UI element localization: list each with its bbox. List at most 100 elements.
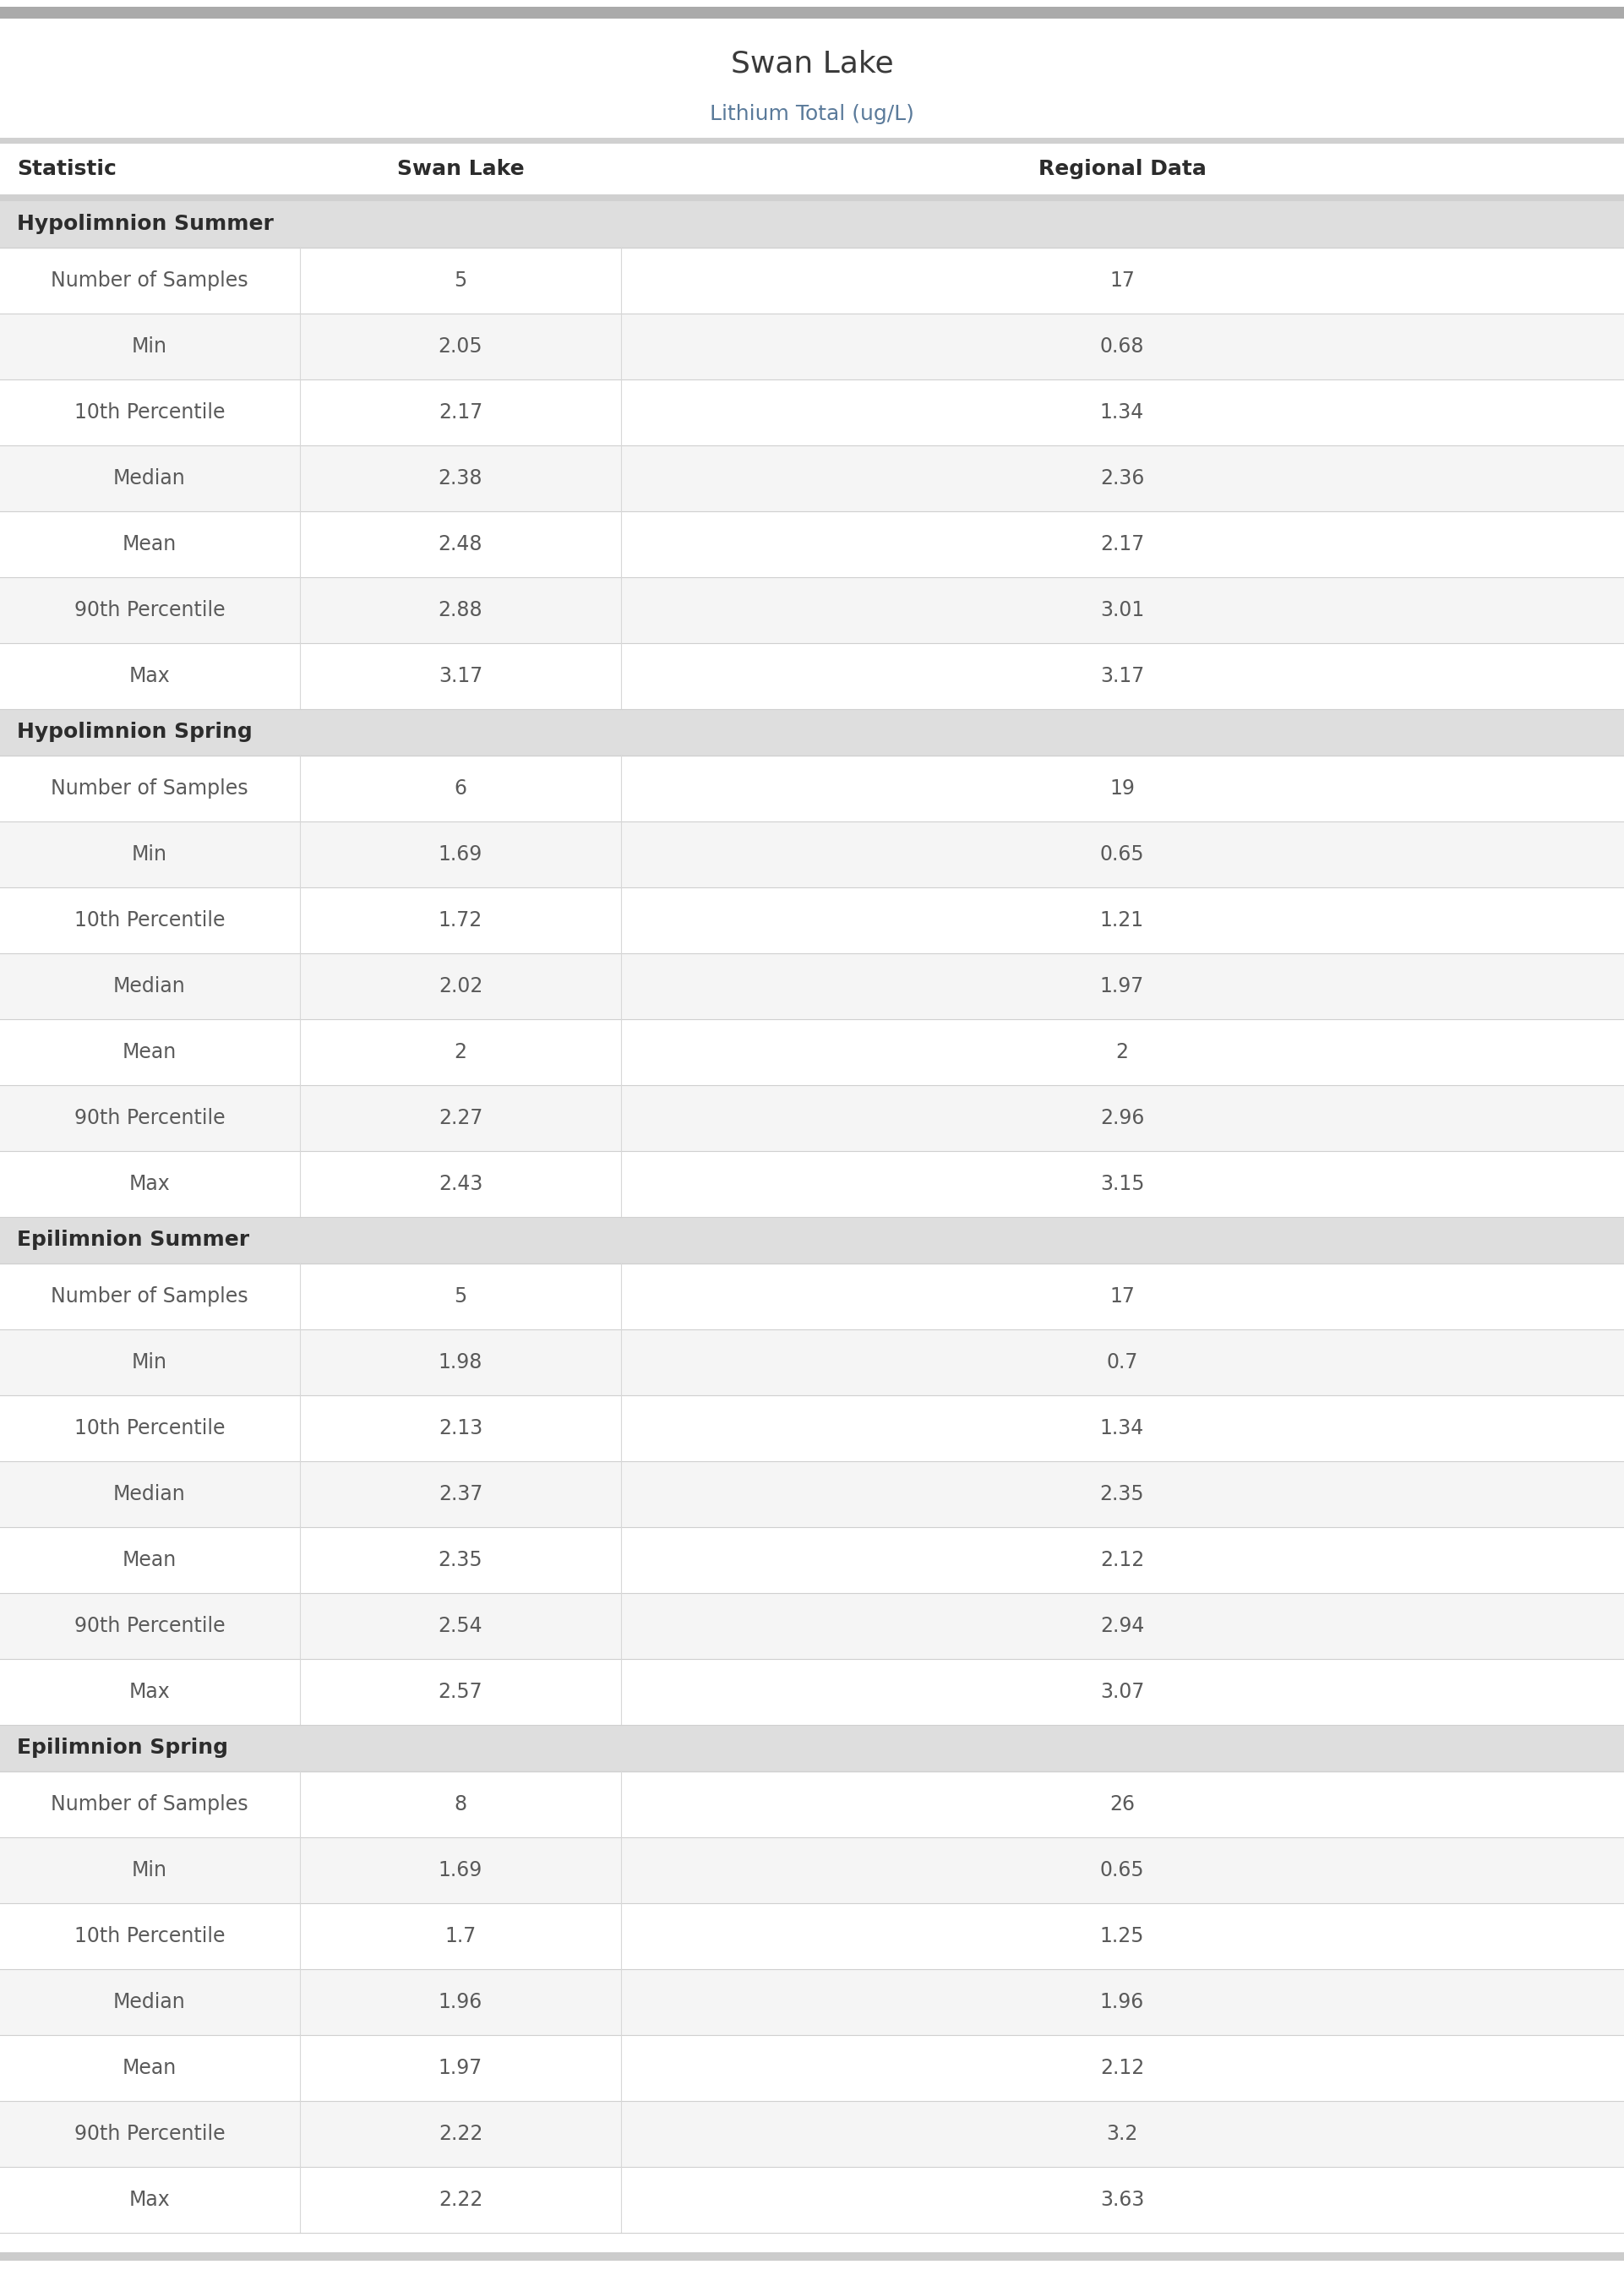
Text: 90th Percentile: 90th Percentile	[75, 1108, 226, 1128]
Text: 2.27: 2.27	[438, 1108, 482, 1128]
Bar	[0, 143, 1624, 195]
Text: 1.96: 1.96	[438, 1993, 482, 2011]
Text: 8: 8	[455, 1793, 466, 1814]
Text: Mean: Mean	[122, 2059, 177, 2077]
Bar	[0, 1217, 1624, 1264]
Text: 2.35: 2.35	[438, 1550, 482, 1571]
Text: 3.63: 3.63	[1099, 2191, 1145, 2211]
Text: Min: Min	[132, 1353, 167, 1373]
Bar	[0, 138, 1624, 143]
Text: Min: Min	[132, 844, 167, 865]
Text: Mean: Mean	[122, 533, 177, 554]
Bar	[0, 888, 1624, 953]
Text: 1.69: 1.69	[438, 1859, 482, 1880]
Text: 0.7: 0.7	[1106, 1353, 1138, 1373]
Text: 5: 5	[455, 270, 468, 291]
Text: 10th Percentile: 10th Percentile	[75, 1419, 226, 1439]
Text: 1.98: 1.98	[438, 1353, 482, 1373]
Text: Min: Min	[132, 1859, 167, 1880]
Text: 1.21: 1.21	[1099, 910, 1145, 931]
Text: Statistic: Statistic	[16, 159, 117, 179]
Bar	[0, 2036, 1624, 2102]
Text: Number of Samples: Number of Samples	[50, 1287, 248, 1308]
Bar	[0, 1659, 1624, 1725]
Text: 10th Percentile: 10th Percentile	[75, 1925, 226, 1945]
Text: 2.94: 2.94	[1099, 1616, 1145, 1637]
Text: 0.65: 0.65	[1099, 844, 1145, 865]
Text: Number of Samples: Number of Samples	[50, 779, 248, 799]
Bar	[0, 1528, 1624, 1594]
Bar	[0, 7, 1624, 18]
Text: 2.88: 2.88	[438, 599, 482, 620]
Bar	[0, 511, 1624, 577]
Text: 10th Percentile: 10th Percentile	[75, 402, 226, 422]
Text: 1.72: 1.72	[438, 910, 482, 931]
Bar	[0, 445, 1624, 511]
Text: 2.13: 2.13	[438, 1419, 482, 1439]
Text: Number of Samples: Number of Samples	[50, 1793, 248, 1814]
Bar	[0, 1151, 1624, 1217]
Text: Median: Median	[114, 1993, 185, 2011]
Text: 2.17: 2.17	[438, 402, 482, 422]
Text: 2: 2	[455, 1042, 466, 1062]
Text: Median: Median	[114, 976, 185, 997]
Text: 17: 17	[1109, 270, 1135, 291]
Bar	[0, 2252, 1624, 2261]
Text: 19: 19	[1109, 779, 1135, 799]
Text: Max: Max	[128, 665, 171, 686]
Bar	[0, 822, 1624, 888]
Bar	[0, 953, 1624, 1019]
Bar	[0, 313, 1624, 379]
Text: 2.38: 2.38	[438, 468, 482, 488]
Text: 2: 2	[1116, 1042, 1129, 1062]
Text: 3.17: 3.17	[1099, 665, 1145, 686]
Bar	[0, 2168, 1624, 2234]
Text: 3.17: 3.17	[438, 665, 482, 686]
Text: Max: Max	[128, 1682, 171, 1702]
Text: 3.01: 3.01	[1099, 599, 1145, 620]
Text: Epilimnion Spring: Epilimnion Spring	[16, 1737, 227, 1757]
Bar	[0, 1462, 1624, 1528]
Text: Number of Samples: Number of Samples	[50, 270, 248, 291]
Text: Median: Median	[114, 1485, 185, 1505]
Text: 2.12: 2.12	[1099, 2059, 1145, 2077]
Text: Mean: Mean	[122, 1550, 177, 1571]
Bar	[0, 195, 1624, 202]
Bar	[0, 1396, 1624, 1462]
Text: 2.57: 2.57	[438, 1682, 482, 1702]
Text: 1.97: 1.97	[438, 2059, 482, 2077]
Text: 1.69: 1.69	[438, 844, 482, 865]
Bar	[0, 708, 1624, 756]
Text: 1.7: 1.7	[445, 1925, 476, 1945]
Text: 1.96: 1.96	[1099, 1993, 1145, 2011]
Text: 2.35: 2.35	[1099, 1485, 1145, 1505]
Bar	[0, 1264, 1624, 1330]
Text: 17: 17	[1109, 1287, 1135, 1308]
Text: 1.34: 1.34	[1099, 1419, 1145, 1439]
Bar	[0, 1330, 1624, 1396]
Text: 2.02: 2.02	[438, 976, 482, 997]
Text: 5: 5	[455, 1287, 468, 1308]
Bar	[0, 379, 1624, 445]
Text: 2.43: 2.43	[438, 1174, 482, 1194]
Text: 3.2: 3.2	[1106, 2125, 1138, 2145]
Text: 3.15: 3.15	[1099, 1174, 1145, 1194]
Text: 2.22: 2.22	[438, 2125, 482, 2145]
Text: 90th Percentile: 90th Percentile	[75, 1616, 226, 1637]
Text: Swan Lake: Swan Lake	[731, 50, 893, 77]
Text: 2.05: 2.05	[438, 336, 482, 356]
Text: 1.25: 1.25	[1099, 1925, 1145, 1945]
Bar	[0, 1902, 1624, 1968]
Bar	[0, 1771, 1624, 1836]
Text: Swan Lake: Swan Lake	[396, 159, 525, 179]
Text: 90th Percentile: 90th Percentile	[75, 599, 226, 620]
Bar	[0, 1594, 1624, 1659]
Bar	[0, 247, 1624, 313]
Text: Hypolimnion Spring: Hypolimnion Spring	[16, 722, 252, 742]
Bar	[0, 1836, 1624, 1902]
Text: 2.17: 2.17	[1099, 533, 1145, 554]
Bar	[0, 2102, 1624, 2168]
Text: 2.37: 2.37	[438, 1485, 482, 1505]
Text: 0.65: 0.65	[1099, 1859, 1145, 1880]
Text: 2.22: 2.22	[438, 2191, 482, 2211]
